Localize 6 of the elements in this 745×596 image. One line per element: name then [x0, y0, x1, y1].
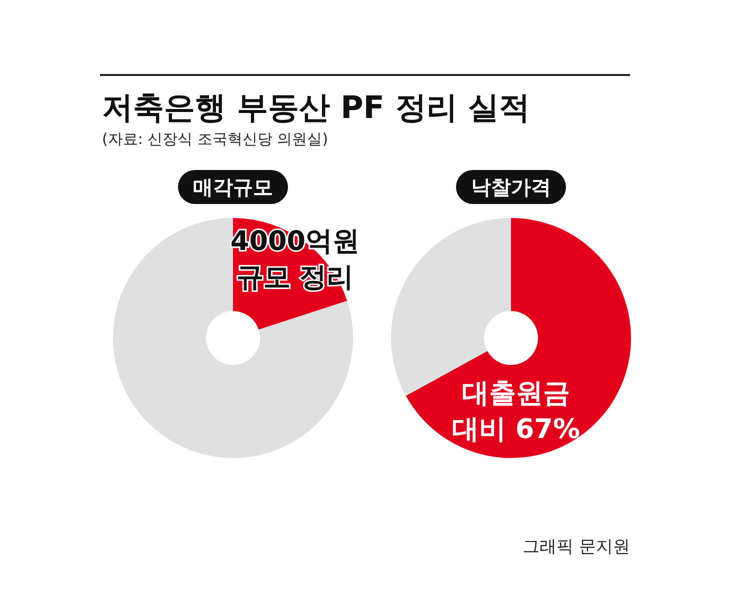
- chart-title: 매각규모: [193, 175, 273, 199]
- data-label: 대출원금 대비 67%: [452, 378, 580, 445]
- text: 그래픽 문지원: [522, 537, 630, 557]
- chart-title: 낙찰가격: [471, 175, 551, 199]
- text: (자료: 신장식 조국혁신당 의원실): [102, 130, 328, 148]
- text: 저축은행 부동산 PF 정리 실적: [102, 90, 530, 126]
